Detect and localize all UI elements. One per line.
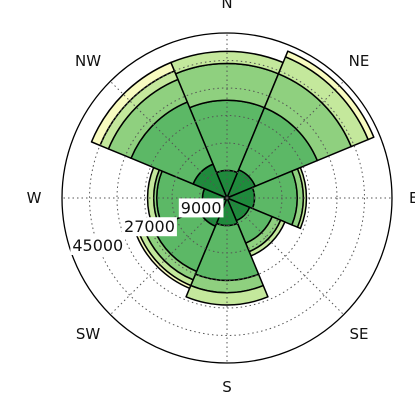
- direction-label-se: SE: [350, 325, 369, 343]
- grid-spoke: [109, 197, 228, 316]
- grid-circle: [116, 87, 338, 309]
- radial-tick-label: 9000: [181, 198, 222, 217]
- wind-sectors: [90, 50, 375, 306]
- direction-label-e: E: [409, 189, 415, 207]
- grid-spoke: [226, 197, 345, 316]
- direction-label-sw: SW: [76, 325, 101, 343]
- grid-spoke: [109, 80, 228, 199]
- radial-tick-label-bg: [178, 198, 224, 218]
- radial-tick-label-bg: [70, 236, 126, 256]
- grid-spoke: [226, 80, 345, 199]
- radial-tick-label: 45000: [72, 236, 123, 255]
- radial-tick-label: 27000: [124, 217, 175, 236]
- polar-grid: [61, 32, 393, 364]
- outer-boundary: [61, 32, 393, 364]
- direction-label-n: N: [221, 0, 232, 12]
- direction-label-s: S: [222, 378, 232, 395]
- direction-label-ne: NE: [349, 52, 370, 70]
- direction-label-nw: NW: [75, 52, 101, 70]
- wind-sector-nw-bin-5: [90, 61, 176, 147]
- direction-label-w: W: [27, 189, 42, 207]
- wind-sector-e-bin-4: [296, 166, 308, 230]
- wind-sector-ne-bin-5: [284, 50, 375, 141]
- grid-circle: [89, 60, 365, 336]
- radial-tick-label-bg: [122, 217, 177, 237]
